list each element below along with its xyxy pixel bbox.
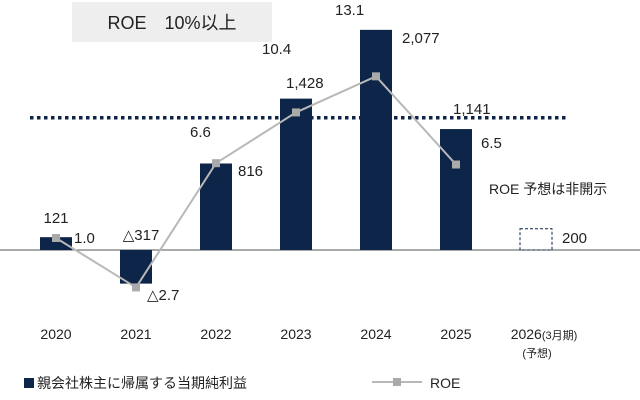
roe-target-label: ROE 10%以上 [107, 13, 236, 33]
profit-value-label: 816 [238, 163, 263, 180]
roe-point [372, 72, 380, 81]
profit-value-label: 2,077 [402, 30, 440, 47]
profit-value-label: △317 [123, 227, 160, 244]
roe-line-group [52, 72, 460, 292]
profit-bars [40, 29, 553, 284]
legend: 親会社株主に帰属する当期純利益 ROE [24, 375, 460, 391]
profit-bar [280, 98, 312, 250]
annotation-group: ROE 予想は非開示 [489, 181, 607, 197]
roe-value-label: 10.4 [262, 41, 291, 58]
legend-bar-label: 親会社株主に帰属する当期純利益 [37, 375, 247, 391]
legend-bar-swatch [24, 378, 34, 388]
roe-point [212, 159, 220, 168]
x-tick-label: 2023 [280, 326, 311, 342]
roe-data-labels: 1.0 △2.7 6.6 10.4 13.1 6.5 [74, 2, 502, 304]
profit-bar [120, 250, 152, 284]
roe-value-label: 6.6 [190, 124, 211, 141]
x-tick-label: 2026(3月期) [511, 326, 578, 342]
x-tick-label: 2021 [120, 326, 151, 342]
profit-data-labels: 121 △317 816 1,428 2,077 1,141 200 [43, 30, 587, 247]
x-tick-label: 2020 [40, 326, 71, 342]
profit-bar [200, 163, 232, 250]
roe-point [292, 108, 300, 117]
roe-point [452, 160, 460, 169]
profit-bar-forecast [519, 228, 553, 251]
roe-line [55, 75, 457, 289]
roe-target-label-box [72, 2, 272, 42]
profit-bar [440, 129, 472, 250]
roe-forecast-note: ROE 予想は非開示 [489, 181, 607, 197]
profit-bar [360, 29, 392, 251]
profit-value-label: 121 [43, 210, 68, 227]
x-axis-labels: 2020 2021 2022 2023 2024 2025 2026(3月期) (予想) [40, 326, 577, 360]
x-tick-label: 2025 [440, 326, 471, 342]
roe-point [52, 234, 60, 242]
legend-line-label: ROE [430, 375, 460, 391]
profit-bar [40, 237, 72, 250]
x-tick-sublabel: (予想) [522, 346, 551, 360]
profit-value-label: 1,428 [286, 75, 324, 92]
roe-point [132, 283, 140, 292]
roe-value-label: 6.5 [481, 135, 502, 152]
x-tick-label: 2022 [200, 326, 231, 342]
roe-value-label: △2.7 [147, 287, 179, 304]
roe-value-label: 1.0 [74, 230, 95, 247]
x-tick-label: 2024 [360, 326, 391, 342]
legend-line-marker [393, 378, 401, 386]
roe-value-label: 13.1 [335, 2, 364, 19]
profit-value-label: 1,141 [453, 101, 491, 118]
profit-value-label: 200 [562, 230, 587, 247]
